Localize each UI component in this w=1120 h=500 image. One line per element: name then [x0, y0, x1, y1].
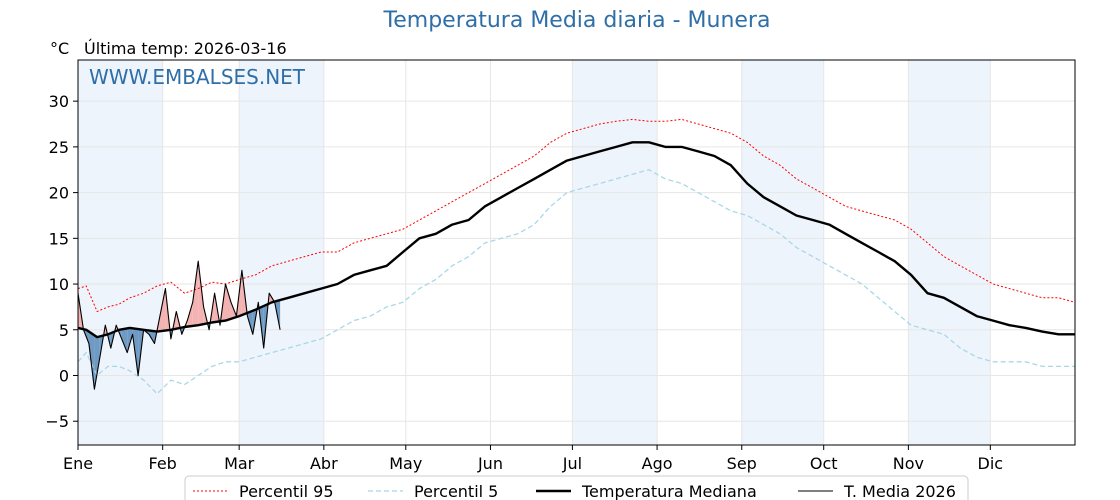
y-unit-label: °C — [50, 39, 70, 58]
watermark: WWW.EMBALSES.NET — [89, 65, 306, 89]
legend-label-p5: Percentil 5 — [414, 482, 498, 500]
x-tick-label: Oct — [810, 454, 838, 473]
x-tick-label: Feb — [149, 454, 177, 473]
y-tick-label: 0 — [59, 366, 69, 385]
month-bands — [78, 60, 991, 445]
y-tick-label: −5 — [45, 412, 69, 431]
y-tick-label: 20 — [49, 184, 69, 203]
above-median-fill — [159, 288, 166, 332]
below-median-fill — [94, 335, 100, 390]
x-tick-label: Mar — [224, 454, 255, 473]
last-temp-label: Última temp: 2026-03-16 — [84, 39, 287, 58]
chart-title: Temperatura Media diaria - Munera — [383, 8, 771, 33]
x-tick-label: May — [389, 454, 422, 473]
legend-label-p95: Percentil 95 — [239, 482, 334, 500]
month-band — [239, 60, 324, 445]
y-tick-label: 5 — [59, 321, 69, 340]
y-tick-label: 30 — [49, 92, 69, 111]
month-band — [572, 60, 658, 445]
plot-frame — [77, 59, 1076, 446]
y-tick-label: 15 — [49, 229, 69, 248]
series-line-p5 — [77, 169, 1075, 395]
legend: Percentil 95 Percentil 5 Temperatura Media… — [184, 475, 969, 500]
legend-box — [184, 475, 969, 500]
series-lines — [77, 118, 1076, 395]
x-tick-label: Jun — [477, 454, 503, 473]
x-tick-label: Sep — [727, 454, 757, 473]
month-band — [78, 60, 163, 445]
y-tick-label: 10 — [49, 275, 69, 294]
x-tick-label: Ago — [642, 454, 673, 473]
series-line-p95 — [77, 118, 1076, 312]
below-median-fill — [121, 328, 128, 353]
above-median-fill — [225, 284, 231, 321]
month-band — [741, 60, 824, 445]
x-tick-label: Dic — [978, 454, 1004, 473]
x-axis-ticks: Ene Feb Mar Abr May Jun Jul Ago Sep Oct Nov Dic — [63, 445, 1003, 473]
series-line-current — [77, 260, 281, 390]
legend-label-current: T. Media 2026 — [843, 482, 956, 500]
above-median-fill — [192, 261, 199, 326]
legend-label-median: Temperatura Mediana — [581, 482, 757, 500]
y-axis-ticks: −5 0 5 10 15 20 25 30 — [45, 92, 78, 431]
y-tick-label: 25 — [49, 138, 69, 157]
month-band — [908, 60, 991, 445]
x-tick-label: Ene — [63, 454, 93, 473]
x-tick-label: Jul — [562, 454, 582, 473]
x-tick-label: Abr — [310, 454, 338, 473]
x-tick-label: Nov — [893, 454, 924, 473]
